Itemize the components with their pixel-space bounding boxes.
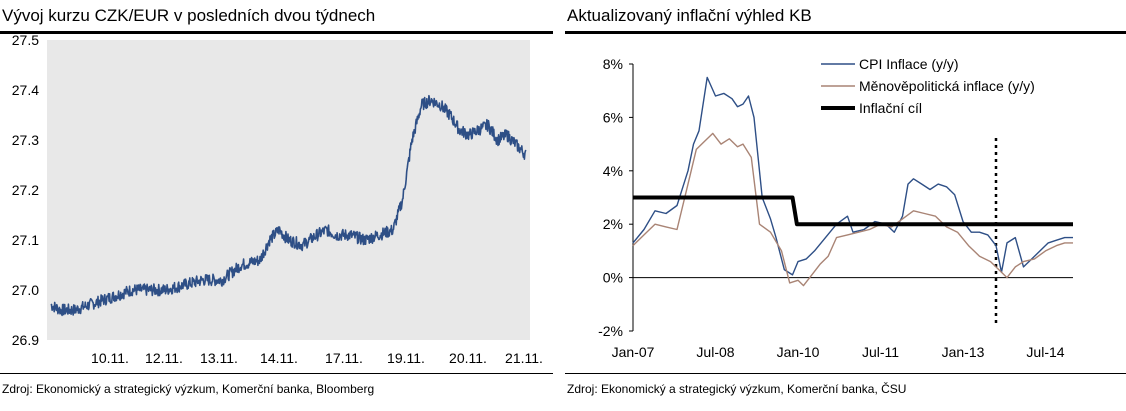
legend-label-1: CPI Inflace (y/y): [859, 56, 959, 72]
x-tick-label: 13.11.: [200, 350, 238, 366]
y-tick-label: 27.5: [12, 32, 39, 48]
right-title-rule: [565, 31, 1126, 34]
y-tick-label: 6%: [603, 109, 623, 125]
series-line-2: [632, 132, 1073, 287]
left-chart-panel: Vývoj kurzu CZK/EUR v posledních dvou tý…: [0, 0, 553, 411]
right-chart-title: Aktualizovaný inflační výhled KB: [567, 6, 812, 25]
left-source-note: Zdroj: Ekonomický a strategický výzkum, …: [2, 382, 375, 396]
x-tick-label: Jul-14: [1026, 344, 1064, 360]
x-tick-label: 19.11.: [387, 350, 425, 366]
x-tick-label: 12.11.: [145, 350, 183, 366]
x-tick-label: Jan-13: [942, 344, 985, 360]
x-tick-label: 10.11.: [91, 350, 129, 366]
y-tick-label: 8%: [603, 56, 623, 72]
inflation-outlook-chart: -2% 0% 2% 4% 6% 8% Jan-07 Jul-08 Jan-10 Jul-11 Jan…: [598, 56, 1073, 360]
right-source-rule: [565, 373, 1126, 374]
x-tick-label: Jul-08: [696, 344, 734, 360]
czk-eur-chart: 26.9 27.0 27.1 27.2 27.3 27.4 27.5 10.11. 12.11.…: [12, 32, 543, 366]
left-chart-title: Vývoj kurzu CZK/EUR v posledních dvou tý…: [2, 6, 376, 25]
y-tick-label: -2%: [598, 323, 623, 339]
y-tick-label: 27.3: [12, 132, 39, 148]
x-tick-label: 14.11.: [260, 350, 298, 366]
x-tick-label: 17.11.: [325, 350, 363, 366]
x-tick-label: Jan-07: [612, 344, 655, 360]
x-tick-label: Jul-11: [862, 344, 899, 360]
y-tick-label: 2%: [603, 216, 623, 232]
legend-label-2: Měnověpolitická inflace (y/y): [859, 78, 1035, 94]
y-tick-label: 4%: [603, 163, 623, 179]
x-tick-label: 21.11.: [505, 350, 543, 366]
left-source-rule: [0, 373, 553, 374]
legend-label-3: Inflační cíl: [859, 100, 922, 116]
y-tick-label: 27.1: [12, 232, 39, 248]
y-tick-label: 27.4: [12, 82, 39, 98]
x-tick-label: Jan-10: [777, 344, 820, 360]
y-tick-label: 0%: [603, 270, 623, 286]
czk-eur-series-line: [50, 94, 527, 317]
y-tick-label: 27.0: [12, 282, 39, 298]
right-chart-panel: Aktualizovaný inflační výhled KB -2% 0% 2%…: [565, 0, 1126, 411]
right-source-note: Zdroj: Ekonomický a strategický výzkum, …: [567, 382, 907, 396]
left-title-rule: [0, 31, 553, 34]
y-tick-label: 26.9: [12, 332, 39, 348]
x-tick-label: 20.11.: [449, 350, 487, 366]
y-tick-label: 27.2: [12, 182, 39, 198]
series-line-3: [633, 195, 1073, 227]
